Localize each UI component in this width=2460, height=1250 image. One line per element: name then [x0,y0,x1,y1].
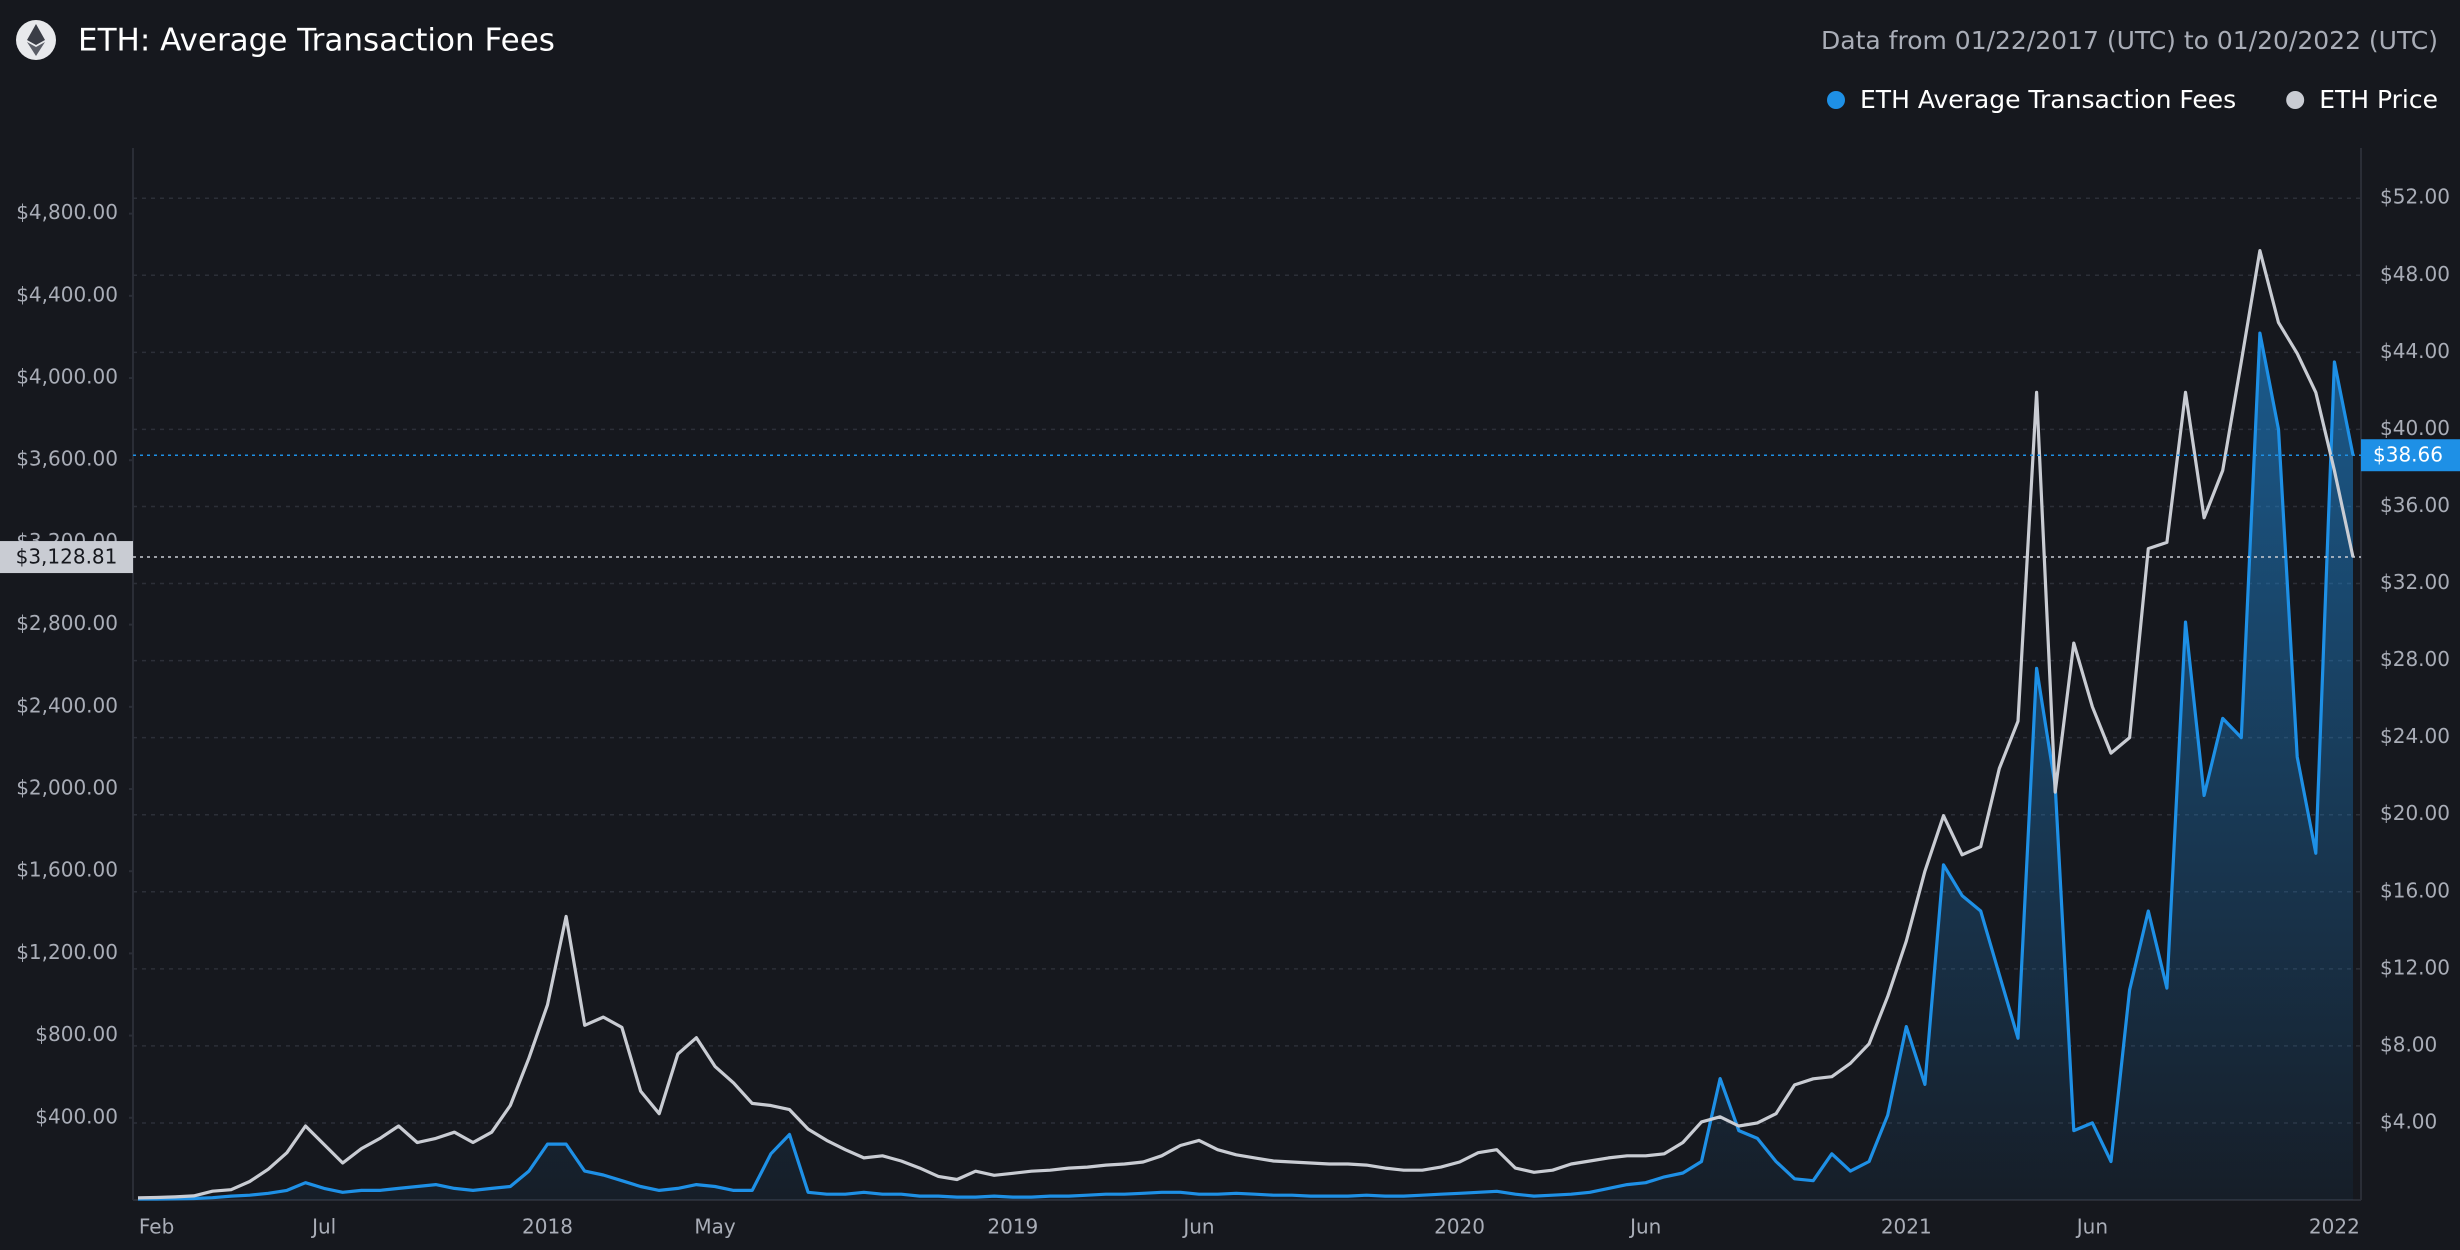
y2-tick-label: $8.00 [2380,1032,2437,1056]
y-tick-label: $4,400.00 [16,282,118,306]
x-tick-label: 2022 [2309,1215,2360,1239]
eth-logo [16,20,56,60]
x-tick-label: 2021 [1881,1215,1932,1239]
y2-tick-label: $32.00 [2380,570,2450,594]
x-tick-label: 2019 [987,1215,1038,1239]
y-tick-label: $3,600.00 [16,447,118,471]
y2-tick-label: $36.00 [2380,493,2450,517]
y-tick-label: $400.00 [35,1104,118,1128]
x-tick-label: 2020 [1434,1215,1485,1239]
line [138,331,2355,1201]
x-tick-label: Jun [2075,1215,2108,1239]
legend-label: ETH Price [2319,85,2438,114]
x-tick-label: Feb [139,1215,174,1239]
y2-tick-label: $28.00 [2380,647,2450,671]
legend-swatch [2286,91,2305,109]
area [138,333,2353,1201]
x-tick-label: 2018 [522,1215,573,1239]
y-tick-label: $4,000.00 [16,365,118,389]
last-value-box [0,541,133,574]
legend-label: ETH Average Transaction Fees [1860,85,2236,114]
last-value-label: $3,128.81 [16,545,118,569]
y2-tick-label: $16.00 [2380,878,2450,902]
y2-tick-label: $4.00 [2380,1109,2437,1133]
y-tick-label: $2,000.00 [16,776,118,800]
y-tick-label: $2,400.00 [16,693,118,717]
chart-title: ETH: Average Transaction Fees [78,23,555,59]
y2-tick-label: $52.00 [2380,185,2450,209]
last-value-box [2361,439,2460,472]
x-tick-label: Jun [1628,1215,1661,1239]
y2-tick-label: $20.00 [2380,801,2450,825]
line [137,249,2355,1200]
y2-tick-label: $40.00 [2380,416,2450,440]
legend-swatch [1827,91,1845,109]
last-value-label: $38.66 [2373,443,2443,467]
y2-tick-label: $12.00 [2380,955,2450,979]
y2-tick-label: $44.00 [2380,339,2450,363]
x-tick-label: Jun [1181,1215,1214,1239]
y-tick-label: $4,800.00 [16,200,118,224]
x-tick-label: May [694,1215,736,1239]
y2-tick-label: $24.00 [2380,724,2450,748]
y-tick-label: $1,600.00 [16,858,118,882]
x-tick-label: Jul [310,1215,336,1239]
y-tick-label: $1,200.00 [16,940,118,964]
y-tick-label: $2,800.00 [16,611,118,635]
y-tick-label: $800.00 [35,1022,118,1046]
chart-subtitle: Data from 01/22/2017 (UTC) to 01/20/2022… [1821,26,2438,55]
y2-tick-label: $48.00 [2380,262,2450,286]
